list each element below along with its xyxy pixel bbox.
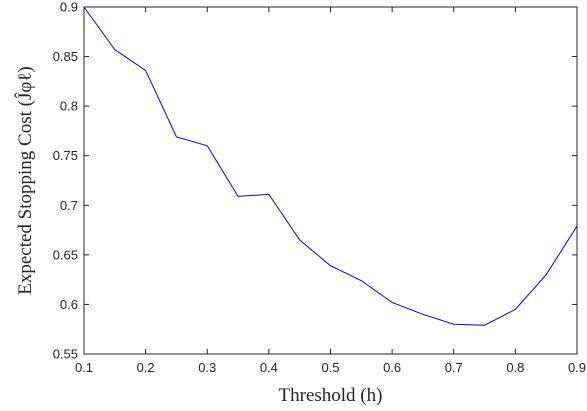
x-tick-label: 0.1: [75, 360, 93, 375]
data-point: [515, 309, 516, 310]
data-point: [207, 145, 208, 146]
x-axis-title: Threshold (h): [279, 385, 383, 406]
data-point: [330, 265, 331, 266]
x-tick-label: 0.5: [321, 360, 339, 375]
data-point: [422, 314, 423, 315]
data-point: [176, 136, 177, 137]
y-tick-label: 0.8: [60, 99, 78, 114]
data-point: [453, 324, 454, 325]
x-tick-label: 0.4: [260, 360, 278, 375]
data-point: [361, 280, 362, 281]
data-point: [114, 49, 115, 50]
y-tick-label: 0.55: [53, 347, 78, 362]
y-tick-label: 0.7: [60, 198, 78, 213]
data-point: [238, 196, 239, 197]
x-axis-ticks: 0.1 0.2 0.3 0.4 0.5 0.6 0.7 0.8 0.9: [75, 7, 586, 375]
x-tick-label: 0.2: [137, 360, 155, 375]
y-tick-label: 0.6: [60, 297, 78, 312]
x-tick-label: 0.7: [445, 360, 463, 375]
x-tick-label: 0.8: [506, 360, 524, 375]
data-point: [145, 70, 146, 71]
data-point: [546, 274, 547, 275]
y-axis-title: Expected Stopping Cost (Ĵφℓ): [14, 66, 36, 295]
data-point: [392, 302, 393, 303]
x-tick-label: 0.9: [568, 360, 586, 375]
y-tick-label: 0.9: [60, 0, 78, 15]
y-tick-label: 0.65: [53, 247, 78, 262]
y-axis-ticks: 0.55 0.6 0.65 0.7 0.75 0.8 0.85 0.9: [53, 0, 577, 362]
x-tick-label: 0.3: [198, 360, 216, 375]
y-tick-label: 0.85: [53, 49, 78, 64]
plot-box: [83, 6, 578, 355]
data-point: [484, 325, 485, 326]
data-point: [577, 226, 578, 227]
data-point: [268, 194, 269, 195]
x-tick-label: 0.6: [383, 360, 401, 375]
plot-area: [83, 6, 578, 355]
y-tick-label: 0.75: [53, 148, 78, 163]
series-line: [83, 6, 578, 326]
data-point: [299, 239, 300, 240]
